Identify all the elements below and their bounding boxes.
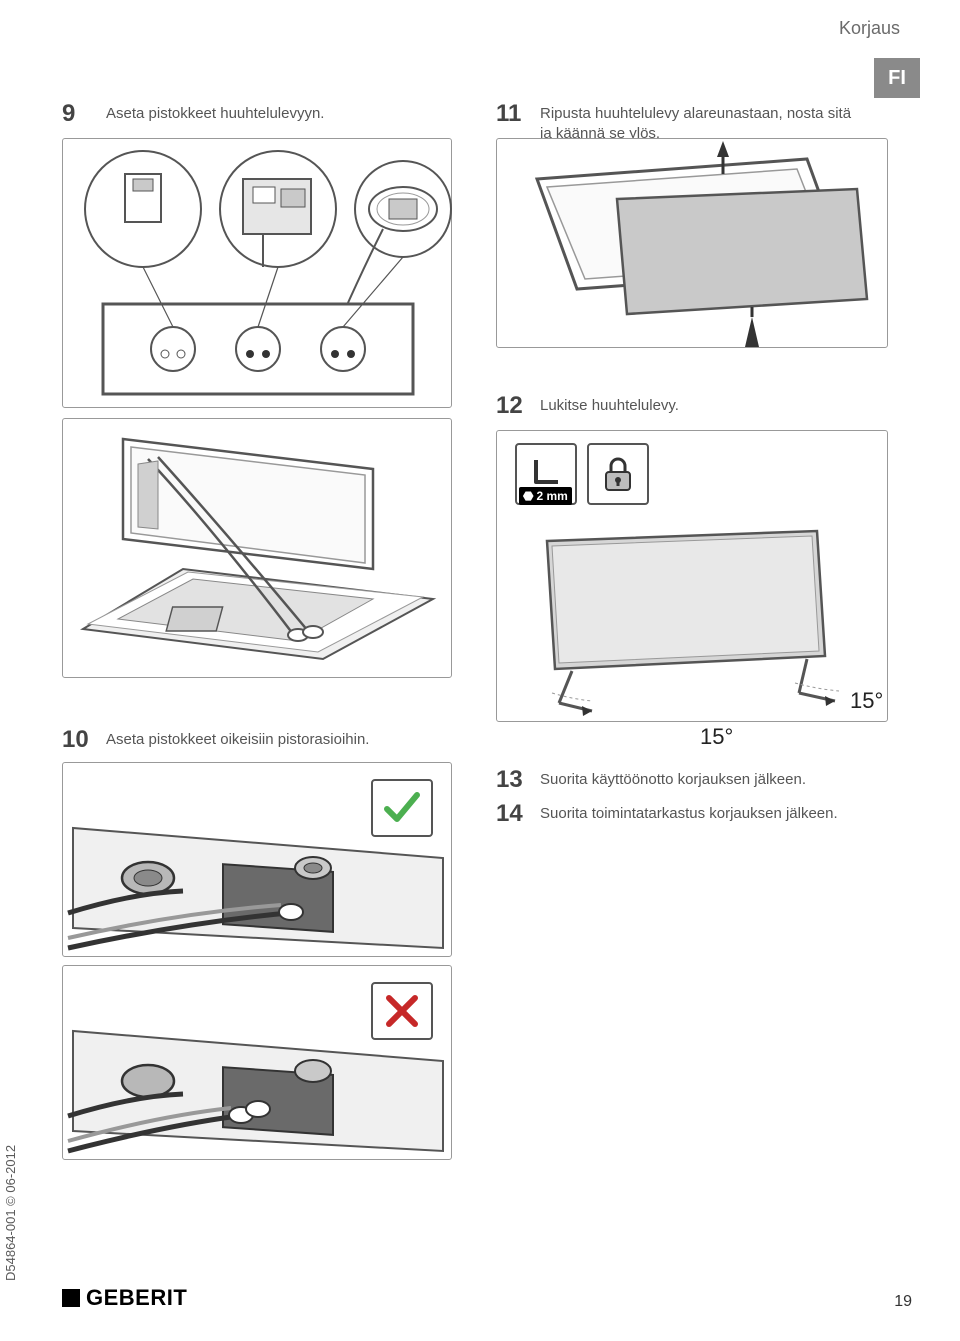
figure-9b — [62, 418, 452, 678]
step-text: Suorita käyttöönotto korjauksen jälkeen. — [540, 766, 806, 790]
lock-icon — [587, 443, 649, 505]
logo-square-icon — [62, 1289, 80, 1307]
step-number: 12 — [496, 392, 530, 420]
figure-10a — [62, 762, 452, 957]
step-number: 13 — [496, 766, 530, 794]
step-14-header: 14 Suorita toimintatarkastus korjauksen … — [496, 800, 876, 828]
step-9-header: 9 Aseta pistokkeet huuhtelulevyyn. — [62, 100, 324, 128]
angle-label-1: 15° — [700, 724, 733, 750]
step-text: Aseta pistokkeet huuhtelulevyyn. — [106, 100, 324, 124]
allen-size-label: ⬣2 mm — [519, 487, 572, 505]
angle-label-2: 15° — [850, 688, 883, 714]
step-12-header: 12 Lukitse huuhtelulevy. — [496, 392, 679, 420]
step-text: Aseta pistokkeet oikeisiin pistorasioihi… — [106, 726, 369, 750]
step-text: Suorita toimintatarkastus korjauksen jäl… — [540, 800, 838, 824]
figure-12: ⬣2 mm — [496, 430, 888, 722]
doc-number: D54864-001 © 06-2012 — [3, 1145, 18, 1281]
logo-text: GEBERIT — [86, 1285, 187, 1311]
brand-logo: GEBERIT — [62, 1285, 187, 1311]
step-text: Lukitse huuhtelulevy. — [540, 392, 679, 416]
step-number: 9 — [62, 100, 96, 128]
step-number: 11 — [496, 100, 530, 128]
figure-11 — [496, 138, 888, 348]
step-number: 14 — [496, 800, 530, 828]
correct-icon — [371, 779, 433, 837]
section-title: Korjaus — [839, 18, 900, 39]
language-badge: FI — [874, 58, 920, 98]
incorrect-icon — [371, 982, 433, 1040]
figure-10b — [62, 965, 452, 1160]
step-10-header: 10 Aseta pistokkeet oikeisiin pistorasio… — [62, 726, 369, 754]
step-number: 10 — [62, 726, 96, 754]
page-number: 19 — [894, 1293, 912, 1311]
figure-9a — [62, 138, 452, 408]
step-13-header: 13 Suorita käyttöönotto korjauksen jälke… — [496, 766, 876, 794]
